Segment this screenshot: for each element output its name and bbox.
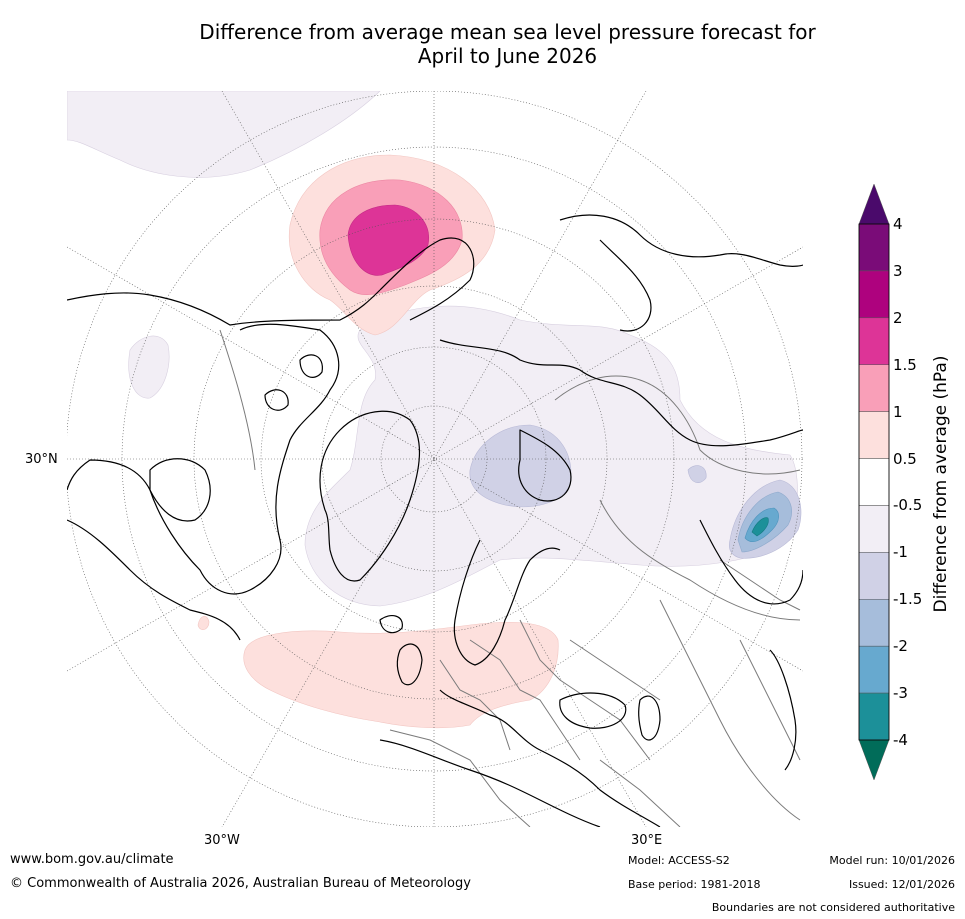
coast-uk [396,643,423,686]
coast-scandinavia [453,539,561,666]
coast-caspian [638,695,661,741]
coast-canada-arctic [67,323,340,595]
lon-30e-label: 30°E [631,833,663,848]
colorbar-segment-m1tom0_5 [858,505,890,553]
border-kazakhstan [599,499,801,621]
title-line-1: Difference from average mean sea level p… [199,20,816,44]
border-central-asia [659,599,801,821]
colorbar-extend-min [858,739,890,781]
colorbar-tick-label: 4 [893,215,903,233]
border-europe-1 [469,639,581,761]
map-area [67,91,803,827]
colorbar-tick-label: 1.5 [893,355,917,374]
anomaly-small-high [197,616,210,630]
colorbar-tick-label: 1 [893,402,903,421]
border-mongolia [719,559,801,611]
coast-alaska [67,289,381,326]
meridian-30w-150e [221,91,647,827]
colorbar-tick-label: -1.5 [893,590,923,609]
lon-30w-label: 30°W [204,833,240,848]
footer-url[interactable]: www.bom.gov.au/climate [10,852,174,867]
coast-hudson-bay [149,458,211,522]
coast-black-sea [559,692,627,729]
colorbar-segment-m2tom1_5 [858,599,890,647]
colorbar-outline [858,223,890,741]
coast-siberia-north [439,339,803,447]
coast-east-asia [699,519,803,605]
colorbar [858,183,890,781]
border-china [739,639,801,761]
colorbar-tick-label: 2 [893,308,903,327]
colorbar-tick-label: -0.5 [893,496,923,515]
meridian-30e-150w [221,91,647,827]
coast-iceland [379,614,403,634]
anomaly-alaska-weak-low [67,91,381,178]
graticule [67,91,803,827]
footer-issued: Issued: 12/01/2026 [848,878,955,891]
lat-30-label: 30°N [25,452,58,467]
colorbar-extend-max [858,183,890,225]
border-europe-4 [569,639,661,701]
coastlines [67,214,803,827]
anomaly-pacific-weak-low [128,335,170,399]
coast-mediterranean [379,739,601,827]
footer-copyright: © Commonwealth of Australia 2026, Austra… [10,876,471,891]
border-alaska-canada [219,329,256,471]
colorbar-tick-label: -3 [893,684,908,703]
colorbar-segment-m3tom2 [858,645,890,694]
colorbar-segment-m1_5tom1 [858,552,890,600]
coast-greenland [319,410,420,582]
colorbar-tick-label: -2 [893,637,908,656]
coast-siberia-east [559,214,803,267]
meridian-60w-120e [67,246,803,672]
colorbar-segment-3to4 [858,223,890,272]
coast-canada-islands-1 [299,354,323,378]
anomaly-east-asia-low-core [751,517,769,537]
colorbar-segment-1to1_5 [858,364,890,412]
colorbar-segment-2to3 [858,270,890,319]
colorbar-tick-label: -4 [893,731,908,749]
colorbar-segment-0_5to1 [858,411,890,459]
border-europe-2 [439,659,511,751]
footer-model-run: Model run: 10/01/2026 [829,854,955,867]
footer-base-period: Base period: 1981-2018 [628,878,761,891]
anomaly-asia-low-small [687,465,707,483]
anomaly-atlantic-high [243,621,559,729]
colorbar-tick-label: -1 [893,543,908,562]
coast-europe-west [439,689,661,827]
colorbar-title: Difference from average (hPa) [931,355,951,613]
border-middle-east [599,759,681,827]
chart-title: Difference from average mean sea level p… [0,20,965,68]
coast-canada-islands-2 [264,389,289,411]
border-europe-3 [519,619,651,761]
colorbar-tick-label: 3 [893,261,903,280]
colorbar-segment-1_5to2 [858,317,890,365]
coast-kamchatka [599,239,652,332]
border-north-africa [389,729,531,827]
title-line-2: April to June 2026 [417,44,598,68]
colorbar-tick-label: 0.5 [893,449,917,468]
footer-disclaimer: Boundaries are not considered authoritat… [711,901,955,914]
footer-model: Model: ACCESS-S2 [628,854,730,867]
colorbar-segment-m4tom3 [858,692,890,741]
meridian-60e-120w [67,246,803,672]
coast-pacific-nw [67,519,241,641]
coast-japan [769,649,797,771]
anomaly-alaska-high-core [347,204,429,276]
coast-bering [379,237,475,321]
colorbar-segment-neutral [858,458,890,506]
coast-kola-white-sea [518,429,572,502]
